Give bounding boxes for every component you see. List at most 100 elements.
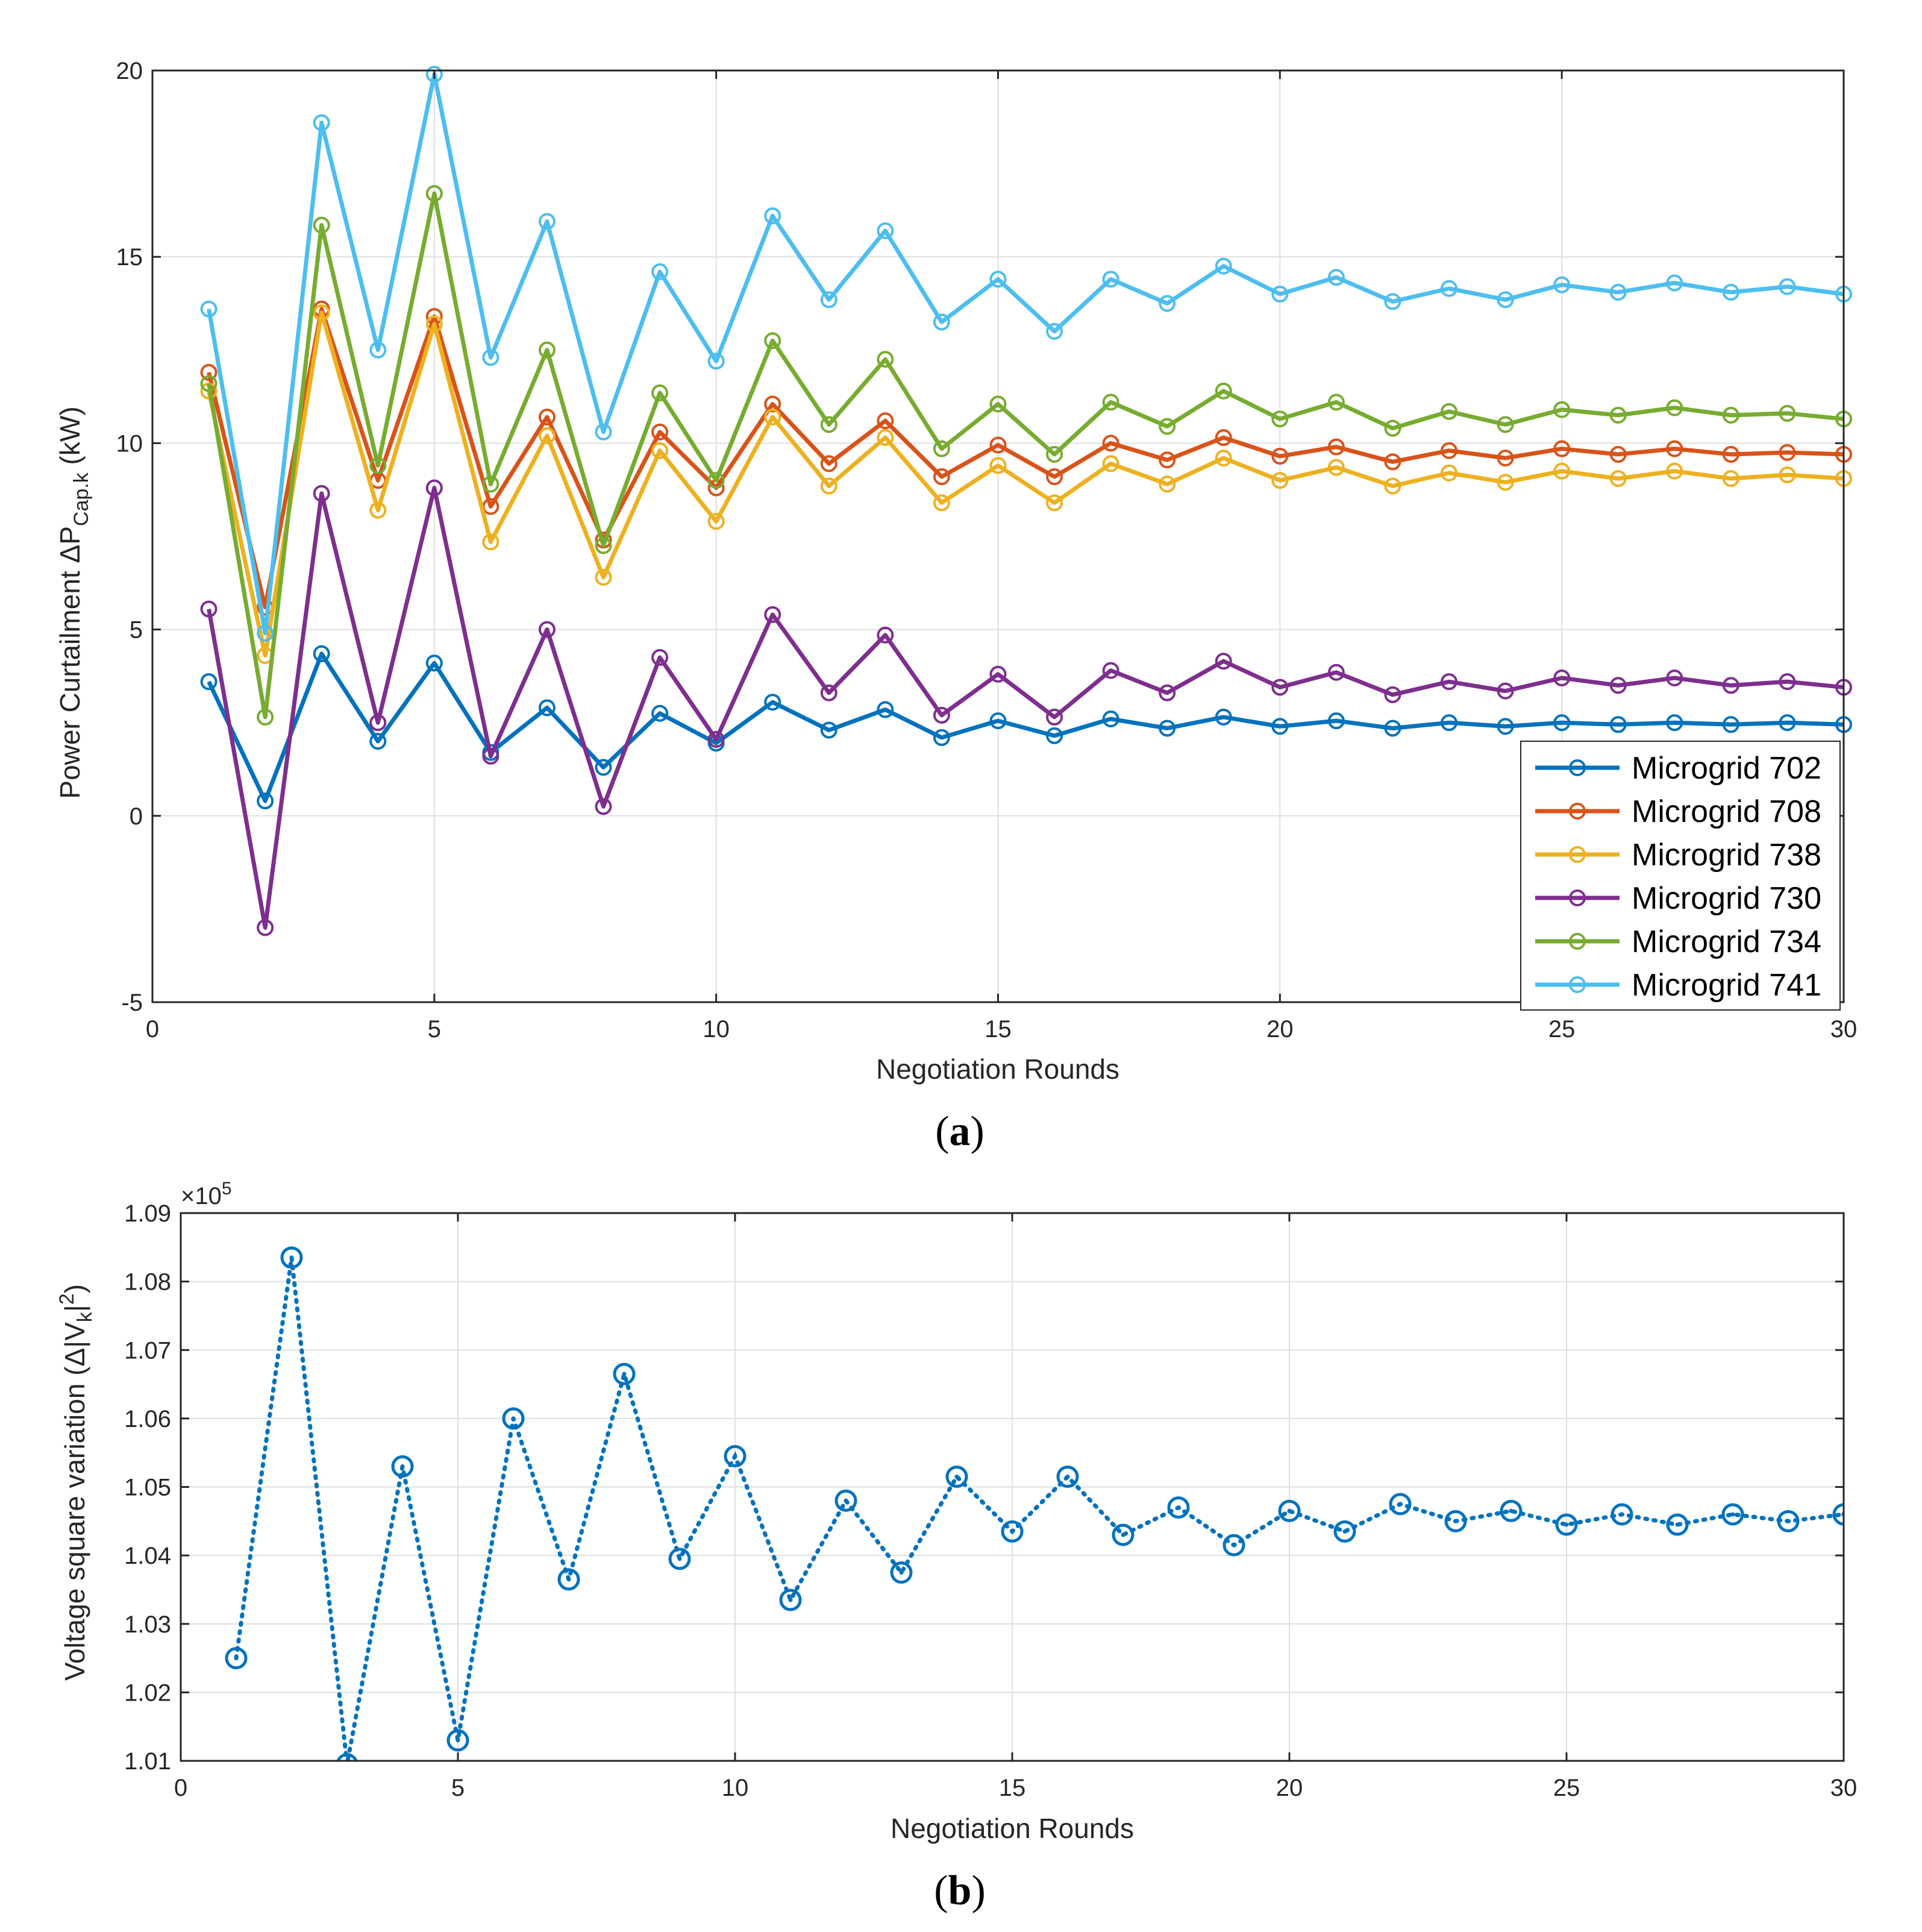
data-point-marker — [1333, 1520, 1356, 1543]
data-point-marker — [313, 216, 330, 234]
data-point-marker — [877, 626, 894, 644]
legend-marker — [1569, 803, 1586, 820]
data-point-marker — [1500, 1499, 1523, 1522]
data-point-marker — [1271, 286, 1289, 303]
a-y-tick-label: 20 — [116, 58, 143, 84]
legend-item: Microgrid 708 — [1535, 794, 1821, 829]
data-point-marker — [834, 1489, 857, 1512]
data-point-center — [733, 1454, 737, 1458]
data-point-marker — [613, 1363, 636, 1385]
chart-a-legend: Microgrid 702 Microgrid 708 Microgrid 738 M… — [1520, 741, 1841, 1011]
data-point-marker — [1779, 714, 1796, 732]
data-point-marker — [257, 919, 274, 936]
data-point-center — [1675, 1522, 1680, 1527]
data-point-marker — [707, 513, 725, 530]
chart-b-y-label-bar: | — [59, 1305, 90, 1312]
legend-label: Microgrid 730 — [1632, 881, 1821, 916]
data-point-marker — [225, 1647, 248, 1670]
chart-a-series — [200, 66, 1852, 936]
b-y-tick-label: 1.04 — [124, 1543, 171, 1569]
chart-b-panel-close: ) — [971, 1868, 985, 1914]
data-point-marker — [1441, 280, 1458, 297]
data-point-marker — [1102, 710, 1119, 728]
series-line — [207, 651, 1844, 803]
series-line — [207, 310, 1844, 658]
data-point-marker — [877, 429, 894, 447]
b-y-tick-label: 1.01 — [124, 1748, 171, 1775]
b-x-tick-label: 10 — [722, 1775, 749, 1801]
data-point-marker — [1327, 459, 1345, 476]
data-point-marker — [1441, 403, 1458, 420]
data-point-marker — [820, 455, 837, 472]
data-point-marker — [651, 704, 669, 722]
series-microgrid-734 — [200, 185, 1852, 726]
data-point-marker — [538, 427, 556, 445]
series-line — [207, 307, 1844, 609]
data-point-marker — [1159, 720, 1176, 737]
data-point-marker — [933, 468, 950, 486]
chart-a-y-label-subscript: Cap.k — [70, 472, 93, 526]
legend-item: Microgrid 734 — [1535, 924, 1821, 959]
legend-item: Microgrid 702 — [1535, 751, 1821, 786]
series-line — [207, 72, 1844, 636]
data-point-marker — [1167, 1496, 1190, 1519]
data-point-marker — [1046, 445, 1063, 463]
chart-b-y-label-subscript: k — [74, 1311, 96, 1322]
data-point-marker — [200, 363, 218, 381]
data-point-center — [1453, 1519, 1458, 1523]
data-point-marker — [595, 798, 612, 815]
a-y-tick-label: -5 — [121, 990, 143, 1016]
data-point-marker — [595, 569, 612, 586]
data-point-marker — [280, 1246, 303, 1269]
data-point-center — [289, 1255, 294, 1260]
data-point-marker — [1046, 727, 1063, 744]
data-point-marker — [1444, 1510, 1467, 1532]
data-point-marker — [1722, 470, 1739, 488]
a-x-tick-label: 20 — [1266, 1016, 1294, 1043]
data-point-marker — [1832, 1503, 1844, 1526]
series-microgrid-702 — [200, 645, 1852, 810]
a-y-tick-label: 10 — [116, 430, 143, 457]
data-point-marker — [1779, 278, 1796, 295]
data-point-marker — [1497, 718, 1514, 735]
data-point-marker — [1441, 442, 1458, 459]
data-point-marker — [1777, 1510, 1800, 1532]
data-point-marker — [1159, 295, 1176, 312]
legend-marker — [1569, 889, 1586, 906]
data-point-marker — [764, 332, 781, 350]
data-point-marker — [1611, 1503, 1633, 1526]
data-point-marker — [1384, 293, 1401, 310]
b-x-tick-label: 20 — [1276, 1775, 1303, 1801]
chart-a-x-axis-label: Negotiation Rounds — [876, 1053, 1119, 1085]
data-point-marker — [1721, 1503, 1744, 1526]
data-point-marker — [595, 423, 612, 441]
data-point-marker — [1722, 677, 1739, 694]
data-point-marker — [820, 477, 837, 495]
chart-a-y-label-unit: (kW) — [54, 406, 86, 472]
data-point-center — [1232, 1543, 1236, 1548]
series-microgrid-730 — [200, 479, 1852, 936]
series-line — [207, 486, 1844, 930]
a-x-tick-label: 5 — [428, 1016, 441, 1043]
data-point-marker — [1497, 474, 1514, 491]
data-point-marker — [313, 645, 330, 662]
data-point-marker — [1609, 407, 1627, 424]
data-point-marker — [257, 624, 274, 642]
chart-b-grid — [180, 1212, 1844, 1761]
data-point-marker — [933, 313, 950, 331]
data-point-marker — [1215, 708, 1232, 726]
chart-a-panel-label: (a) — [935, 1108, 984, 1155]
data-point-marker — [1327, 269, 1345, 286]
data-point-marker — [764, 694, 781, 711]
data-point-marker — [1046, 494, 1063, 512]
data-point-marker — [257, 708, 274, 726]
chart-b-x-axis-label: Negotiation Rounds — [891, 1813, 1134, 1844]
data-point-marker — [1271, 448, 1289, 465]
a-x-tick-label: 30 — [1830, 1016, 1858, 1043]
data-point-marker — [1553, 276, 1571, 293]
a-x-tick-label: 25 — [1548, 1016, 1576, 1043]
b-x-tick-label: 25 — [1553, 1775, 1580, 1801]
data-point-marker — [1046, 322, 1063, 340]
data-point-marker — [369, 501, 387, 519]
